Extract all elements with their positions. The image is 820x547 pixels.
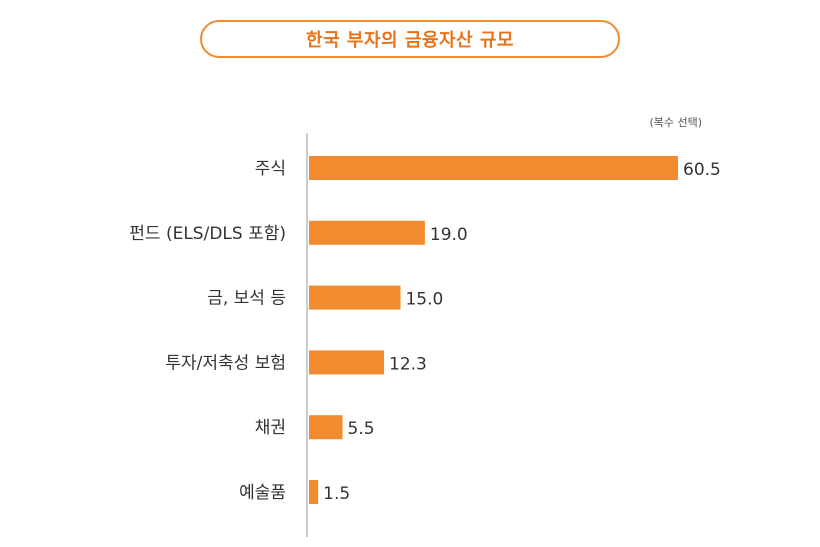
bar <box>309 350 385 375</box>
bar <box>309 415 343 440</box>
bars-group: 주식 60.5 펀드 (ELS/DLS 포함) 19.0 금, 보석 등 15.0 투자/저… <box>129 156 721 504</box>
bar <box>309 220 425 245</box>
multiple-choice-note: (복수 선택) <box>649 116 702 129</box>
category-label: 투자/저축성 보험 <box>165 353 286 373</box>
value-label: 1.5 <box>323 484 350 504</box>
category-label: 펀드 (ELS/DLS 포함) <box>129 224 286 244</box>
category-label: 주식 <box>255 159 286 179</box>
bar <box>309 285 401 310</box>
value-label: 60.5 <box>683 160 721 180</box>
value-label: 12.3 <box>389 354 427 374</box>
value-label: 5.5 <box>348 419 375 439</box>
bar <box>309 480 319 504</box>
category-label: 예술품 <box>239 483 286 503</box>
category-label: 금, 보석 등 <box>207 289 286 309</box>
category-label: 채권 <box>255 418 286 438</box>
chart-title: 한국 부자의 금융자산 규모 <box>200 20 620 58</box>
value-label: 15.0 <box>405 290 443 310</box>
value-label: 19.0 <box>430 225 468 245</box>
bar <box>309 156 678 180</box>
